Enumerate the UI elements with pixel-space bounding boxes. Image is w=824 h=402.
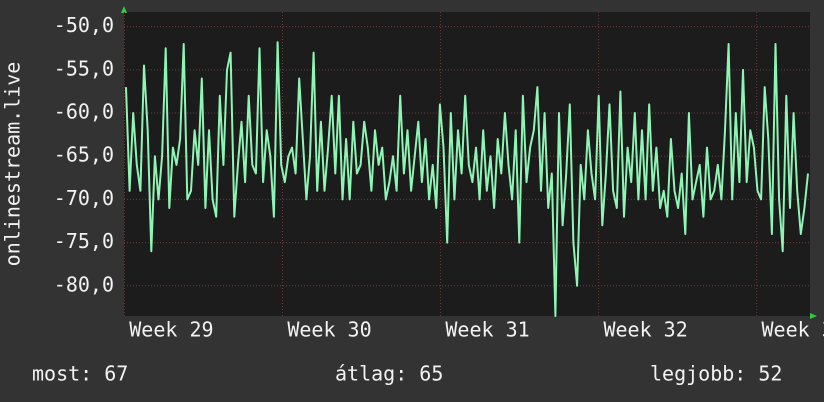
y-tick-label: -55,0	[54, 56, 114, 80]
line	[125, 41, 809, 317]
x-tick-label: Week 32	[603, 318, 687, 342]
y-tick-label: -80,0	[54, 272, 114, 296]
x-tick-label: Week 33	[762, 318, 824, 342]
legend-text: legjobb: 52	[650, 362, 782, 386]
axis-arrow	[810, 313, 817, 319]
y-axis-label: onlinestream.live	[1, 62, 25, 267]
y-tick-label: -60,0	[54, 100, 114, 124]
x-tick-label: Week 30	[287, 318, 371, 342]
y-tick-label: -75,0	[54, 229, 114, 253]
legend-text: most: 67	[32, 362, 128, 386]
x-tick-label: Week 29	[129, 318, 213, 342]
legend-text: átlag: 65	[335, 362, 443, 386]
x-tick-label: Week 31	[445, 318, 529, 342]
y-tick-label: -70,0	[54, 186, 114, 210]
y-tick-label: -65,0	[54, 143, 114, 167]
y-tick-label: -50,0	[54, 13, 114, 37]
axis-arrow	[121, 6, 127, 13]
